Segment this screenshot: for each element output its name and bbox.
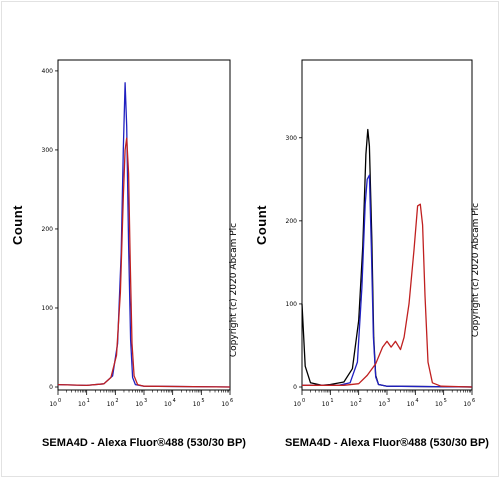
- x-axis-label-right: SEMA4D - Alexa Fluor®488 (530/30 BP): [285, 437, 489, 449]
- x-tick-exponent-right: 1: [330, 398, 333, 404]
- x-tick-exponent-left: 5: [201, 398, 204, 404]
- plot-area-right: [301, 59, 473, 391]
- x-tick-exponent-right: 5: [444, 398, 447, 404]
- x-tick-label-left: 10: [193, 401, 201, 408]
- x-tick-label-right: 10: [463, 401, 471, 408]
- x-tick-label-right: 10: [435, 401, 443, 408]
- x-tick-label-right: 10: [378, 401, 386, 408]
- x-tick-label-left: 10: [164, 401, 172, 408]
- copyright-watermark-left: Copyright (c) 2020 Abcam Plc: [229, 223, 239, 357]
- x-tick-exponent-right: 3: [387, 398, 390, 404]
- x-tick-exponent-left: 0: [58, 398, 61, 404]
- histogram-series-line-left-2: [57, 137, 231, 388]
- histogram-series-line-left-1: [57, 82, 231, 388]
- y-tick-label-left: 300: [42, 147, 54, 154]
- x-tick-exponent-right: 6: [472, 398, 475, 404]
- y-tick-label-left: 100: [42, 305, 54, 312]
- x-tick-label-left: 10: [107, 401, 115, 408]
- x-tick-exponent-right: 0: [302, 398, 305, 404]
- copyright-watermark-right: Copyright (c) 2020 Abcam Plc: [471, 203, 481, 337]
- x-tick-label-left: 10: [221, 401, 229, 408]
- x-tick-label-right: 10: [322, 401, 330, 408]
- y-axis-label-left: Count: [10, 205, 25, 245]
- y-tick-label-right: 0: [293, 384, 297, 391]
- x-tick-label-left: 10: [135, 401, 143, 408]
- y-tick-label-left: 200: [42, 226, 54, 233]
- x-axis-label-left: SEMA4D - Alexa Fluor®488 (530/30 BP): [42, 437, 246, 449]
- x-tick-exponent-left: 4: [173, 398, 176, 404]
- x-tick-exponent-left: 1: [87, 398, 90, 404]
- x-tick-label-right: 10: [350, 401, 358, 408]
- x-tick-label-left: 10: [78, 401, 86, 408]
- y-tick-label-right: 300: [286, 135, 298, 142]
- x-tick-exponent-right: 4: [415, 398, 418, 404]
- x-tick-label-right: 10: [407, 401, 415, 408]
- histogram-series-line-right-1: [301, 128, 473, 388]
- x-tick-exponent-left: 3: [144, 398, 147, 404]
- x-tick-exponent-left: 6: [230, 398, 233, 404]
- histogram-series-line-right-3: [302, 203, 473, 388]
- x-tick-label-right: 10: [293, 401, 301, 408]
- y-tick-label-right: 200: [286, 218, 298, 225]
- y-tick-label-left: 400: [42, 68, 54, 75]
- x-tick-label-left: 10: [49, 401, 57, 408]
- histogram-series-line-right-2: [302, 174, 473, 388]
- y-tick-label-right: 100: [286, 301, 298, 308]
- y-axis-label-right: Count: [254, 205, 269, 245]
- y-tick-label-left: 0: [49, 384, 53, 391]
- plot-area-left: [57, 59, 231, 391]
- x-tick-exponent-left: 2: [115, 398, 118, 404]
- x-tick-exponent-right: 2: [359, 398, 362, 404]
